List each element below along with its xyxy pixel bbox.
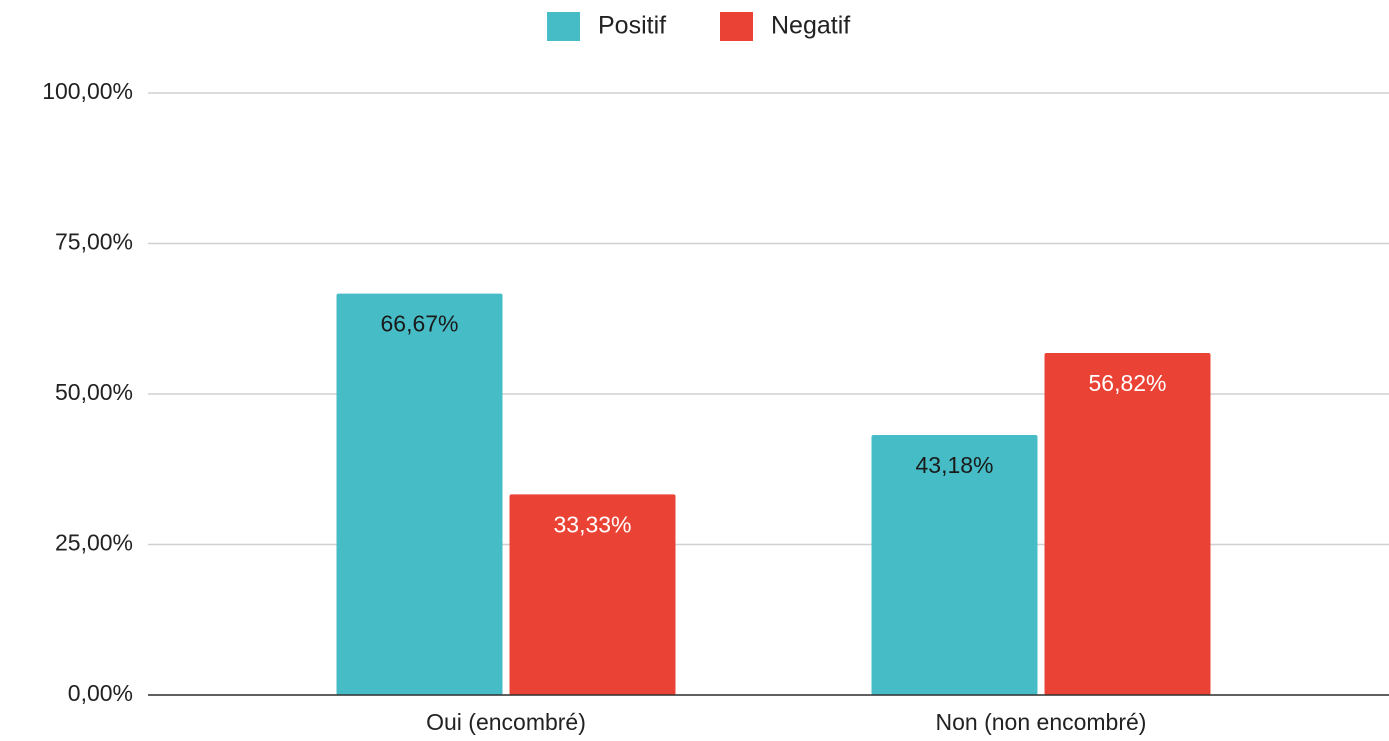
value-label: 43,18%	[915, 452, 993, 478]
legend-label: Negatif	[771, 12, 850, 40]
bar	[336, 293, 503, 695]
value-label: 56,82%	[1088, 370, 1166, 396]
y-tick-label: 0,00%	[68, 680, 133, 706]
y-tick-label: 100,00%	[42, 78, 133, 104]
bar	[509, 494, 676, 695]
y-tick-label: 25,00%	[55, 530, 133, 556]
x-tick-label: Oui (encombré)	[426, 709, 586, 735]
bar	[1044, 352, 1211, 695]
legend-label: Positif	[598, 12, 666, 40]
y-tick-label: 75,00%	[55, 229, 133, 255]
legend-swatch	[720, 12, 753, 41]
y-tick-label: 50,00%	[55, 379, 133, 405]
legend-swatch	[547, 12, 580, 41]
value-label: 33,33%	[553, 511, 631, 537]
value-label: 66,67%	[380, 311, 458, 337]
x-tick-label: Non (non encombré)	[936, 709, 1147, 735]
bar	[871, 435, 1038, 695]
